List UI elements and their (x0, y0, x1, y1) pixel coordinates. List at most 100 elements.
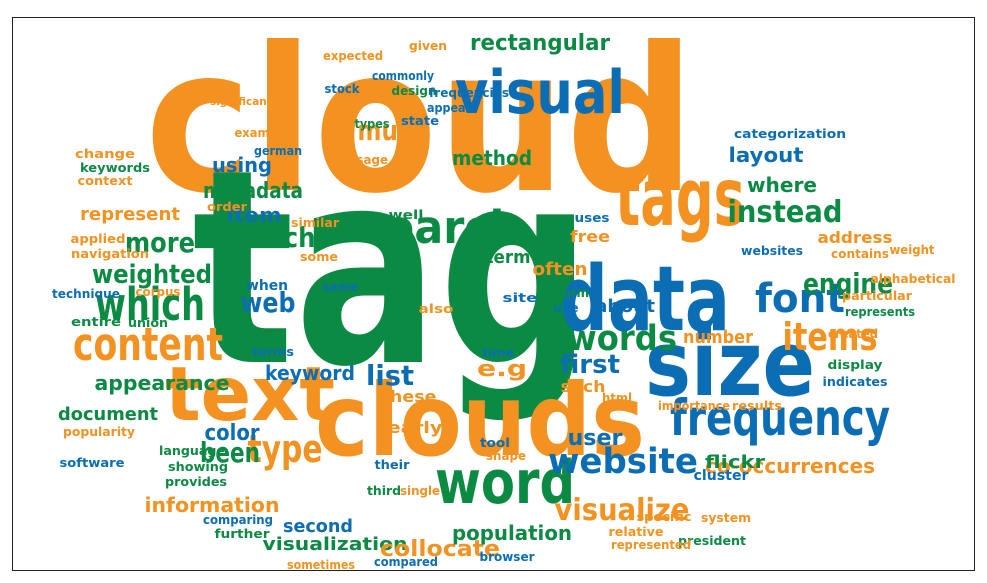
word: represents (845, 305, 915, 319)
word: been (200, 436, 260, 469)
word: cluster (694, 468, 749, 484)
word: must (358, 114, 423, 147)
word: using (212, 153, 272, 177)
word: importance (658, 399, 730, 413)
word: make (342, 215, 377, 229)
word: visual (455, 58, 625, 128)
word: software (60, 456, 125, 470)
word: relative (609, 525, 664, 539)
word: german (254, 144, 302, 158)
word: among (347, 176, 389, 190)
word: usage (348, 153, 388, 167)
word: types (355, 117, 390, 131)
word: entire (71, 315, 121, 329)
word: browser (480, 550, 535, 564)
word: cloud (145, 5, 695, 238)
word: president (678, 534, 746, 548)
word: which (95, 278, 205, 331)
word: font (755, 276, 845, 322)
word: tag (192, 111, 592, 426)
word: items (783, 315, 878, 359)
word: corpus (136, 285, 181, 299)
word: popularity (63, 425, 135, 439)
word: site (503, 291, 538, 305)
word: shape (486, 449, 526, 463)
word: search (360, 201, 520, 254)
word: websites (741, 244, 803, 258)
word: first (560, 350, 620, 380)
frame (12, 17, 975, 571)
word: sometimes (287, 558, 355, 572)
word: early (388, 418, 444, 437)
word: where (747, 173, 817, 197)
word: tags (615, 151, 745, 244)
word: union (128, 316, 168, 330)
word: system (701, 511, 751, 525)
word: web (241, 286, 296, 319)
word: instead (728, 195, 843, 230)
word: data (560, 247, 730, 352)
word: well (389, 208, 424, 222)
word: document (58, 404, 158, 425)
word: visualize (555, 493, 690, 528)
word: such (561, 377, 606, 396)
word: item (227, 203, 282, 227)
word: when (246, 278, 288, 294)
word: population (452, 521, 572, 545)
word: engine (803, 267, 893, 300)
word: website (548, 442, 698, 482)
word: rectangular (470, 31, 610, 56)
word: terms (252, 345, 294, 359)
word: form (557, 286, 589, 300)
word: expected (323, 49, 383, 63)
word: content (73, 318, 223, 371)
word: appear (427, 101, 471, 115)
word: third (367, 484, 401, 498)
word: categorization (734, 127, 846, 141)
word: user (568, 426, 623, 451)
word: list (366, 359, 414, 392)
word: frequencies (429, 86, 509, 100)
word: word (435, 448, 575, 518)
word: tool (480, 436, 510, 450)
word: metadata (203, 179, 303, 204)
word: these (382, 387, 437, 406)
word: words (567, 319, 677, 359)
word: visualization (263, 534, 408, 555)
word: applied (71, 232, 126, 246)
word: contains (831, 247, 889, 261)
word: example (235, 126, 290, 140)
word: indicates (823, 375, 888, 389)
word: each (251, 221, 316, 254)
word: color (205, 421, 260, 446)
word: compared (374, 555, 438, 569)
word: display (828, 358, 883, 372)
word: collocate (380, 537, 500, 562)
word: use (554, 301, 579, 315)
word: significance (210, 95, 280, 108)
word: language (159, 444, 225, 458)
word: represent (80, 204, 180, 225)
word: technique (52, 287, 120, 301)
word: commonly (372, 69, 434, 83)
word: number (683, 327, 753, 348)
word: frequency (670, 389, 890, 447)
word: appearance (95, 371, 230, 395)
word: flickr (705, 452, 765, 473)
word: often (533, 259, 588, 280)
word: html (602, 391, 632, 405)
word: provides (165, 475, 227, 489)
word: term (486, 247, 531, 268)
word: context (78, 174, 133, 188)
word: type (248, 427, 323, 471)
word: keyword (265, 361, 355, 385)
word: similar (291, 216, 339, 230)
word: further (215, 527, 270, 541)
word: design (392, 84, 437, 98)
word: time (482, 346, 514, 360)
word: clouds (315, 362, 645, 479)
word: about (595, 296, 655, 317)
word: change (75, 147, 135, 161)
